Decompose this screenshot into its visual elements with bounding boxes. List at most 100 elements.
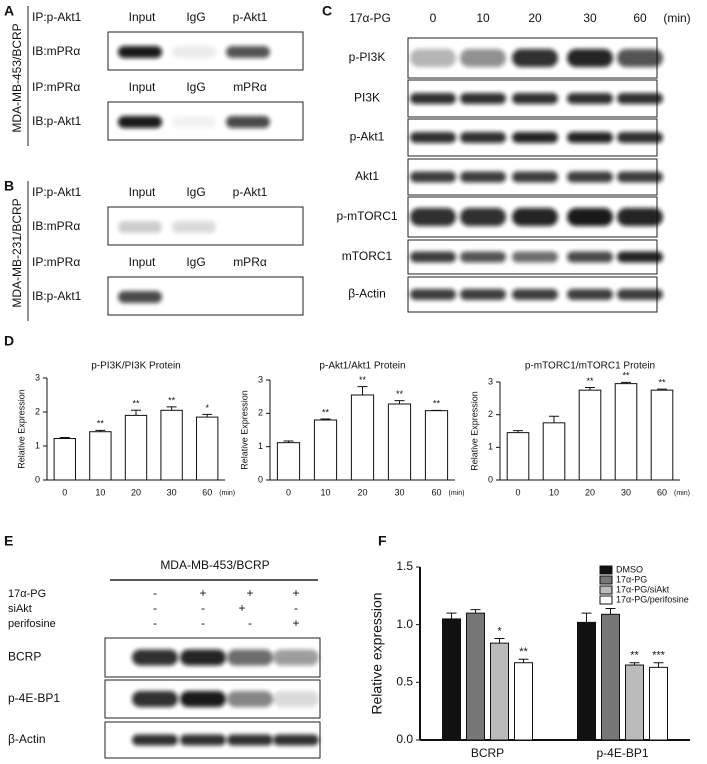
blot-band xyxy=(567,289,613,300)
x-axis-label: (min) xyxy=(449,490,465,497)
x-tick-label: 0 xyxy=(515,487,520,497)
blot-frame xyxy=(104,679,321,719)
condition-label: perifosine xyxy=(8,618,56,630)
panel-letter: B xyxy=(4,178,14,194)
condition-mark: + xyxy=(292,586,299,600)
ib-label: IB:mPRα xyxy=(32,219,80,233)
blot-band xyxy=(180,649,226,666)
blot-band xyxy=(227,649,273,666)
error-bar xyxy=(357,386,368,395)
significance: ** xyxy=(396,389,404,399)
panel-letter: F xyxy=(378,533,387,549)
panel-letter: D xyxy=(4,333,14,349)
blot-band xyxy=(273,649,319,666)
column-label: IgG xyxy=(186,80,205,94)
x-tick-label: 0 xyxy=(62,487,67,497)
bar xyxy=(313,419,338,481)
error-bar xyxy=(653,662,664,668)
bar xyxy=(276,442,301,481)
blot-label: BCRP xyxy=(8,650,41,664)
blot-band xyxy=(227,691,273,707)
column-label: p-Akt1 xyxy=(233,185,268,199)
column-label: IgG xyxy=(186,255,205,269)
y-tick-label: 3 xyxy=(35,372,40,382)
condition-label: siAkt xyxy=(8,603,32,615)
column-label: Input xyxy=(129,255,156,269)
x-axis-label: (min) xyxy=(674,490,690,497)
blot-band xyxy=(567,93,613,104)
panel-letter: C xyxy=(322,3,332,19)
error-bar xyxy=(518,658,529,663)
ib-label: IB:p-Akt1 xyxy=(32,114,82,128)
blot-frame xyxy=(107,101,304,141)
blot-band xyxy=(180,734,226,746)
blot-band xyxy=(512,251,558,263)
significance: * xyxy=(497,625,502,637)
y-tick-label: 2 xyxy=(258,408,263,418)
blot-band xyxy=(512,132,558,143)
blot-band xyxy=(512,208,558,226)
x-tick-label: 10 xyxy=(320,487,330,497)
y-tick-label: 1 xyxy=(35,440,40,450)
bar xyxy=(577,621,596,741)
error-bar xyxy=(470,609,481,614)
significance: ** xyxy=(630,650,639,662)
blot-label: p-PI3K xyxy=(349,50,386,64)
blot-label: mTORC1 xyxy=(342,249,393,263)
condition-mark: + xyxy=(246,586,253,600)
panel-letter: A xyxy=(4,3,14,19)
legend-swatch xyxy=(599,565,613,575)
blot-label: Akt1 xyxy=(355,169,379,183)
blot-band xyxy=(512,49,558,67)
y-tick-label: 1 xyxy=(488,442,493,452)
blot-band xyxy=(132,691,178,707)
time-unit: (min) xyxy=(663,11,690,25)
x-axis-label: (min) xyxy=(219,490,235,497)
blot-band xyxy=(460,208,506,226)
bar xyxy=(578,389,602,481)
condition-mark: - xyxy=(153,586,157,600)
bar xyxy=(89,431,112,481)
blot-band xyxy=(460,93,506,104)
blot-band xyxy=(273,734,319,746)
significance: ** xyxy=(519,646,528,658)
blot-band xyxy=(617,171,663,183)
x-tick-label: p-4E-BP1 xyxy=(596,746,648,760)
blot-band xyxy=(567,132,613,143)
blot-band xyxy=(460,251,506,263)
legend-label: 17α-PG xyxy=(616,574,647,584)
blot-label: p-Akt1 xyxy=(350,130,385,144)
blot-band xyxy=(172,221,216,233)
x-tick-label: 20 xyxy=(357,487,367,497)
error-bar xyxy=(494,638,505,644)
blot-band xyxy=(172,46,216,58)
condition-label: 17α-PG xyxy=(8,588,46,600)
significance: ** xyxy=(622,371,630,381)
error-bar xyxy=(166,406,177,411)
y-tick-label: 0.0 xyxy=(396,732,413,746)
y-tick-label: 3 xyxy=(258,374,263,384)
bar xyxy=(649,666,668,741)
bar xyxy=(506,432,530,481)
x-tick-label: 60 xyxy=(657,487,667,497)
significance: ** xyxy=(359,375,367,385)
x-tick-label: 60 xyxy=(202,487,212,497)
bar xyxy=(350,394,375,481)
panel-letter: E xyxy=(4,533,13,549)
ib-label: IB:mPRα xyxy=(32,44,80,58)
blot-band xyxy=(410,171,456,183)
bar xyxy=(601,613,620,741)
blot-band xyxy=(410,49,456,67)
blot-band xyxy=(118,46,162,58)
y-tick-label: 1 xyxy=(258,441,263,451)
blot-band xyxy=(410,289,456,300)
bar xyxy=(625,664,644,741)
blot-band xyxy=(132,734,178,746)
error-bar xyxy=(581,612,592,623)
legend-swatch xyxy=(599,575,613,585)
cell-line: MDA-MB-231/BCRP xyxy=(10,198,24,307)
significance: ** xyxy=(168,395,176,405)
blot-band xyxy=(273,691,319,707)
blot-band xyxy=(226,46,270,58)
blot-frame xyxy=(107,206,304,246)
